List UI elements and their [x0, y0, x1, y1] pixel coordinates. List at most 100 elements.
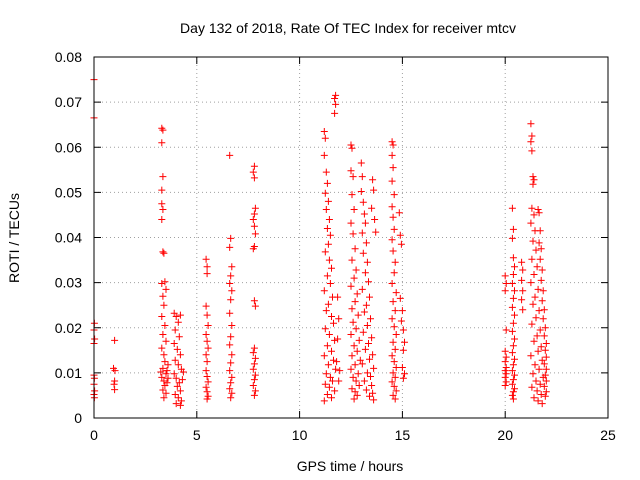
data-point	[163, 379, 171, 387]
data-point	[528, 132, 536, 140]
data-point	[532, 377, 540, 385]
data-point	[354, 311, 362, 319]
data-point	[534, 397, 542, 405]
data-point	[323, 179, 331, 187]
data-point	[250, 376, 258, 384]
data-point	[170, 370, 178, 378]
data-point	[350, 395, 358, 403]
data-point	[511, 263, 518, 271]
data-point	[227, 234, 235, 242]
data-point	[347, 141, 355, 149]
data-point	[161, 358, 169, 366]
data-point	[249, 216, 257, 223]
data-point	[501, 367, 509, 375]
data-point	[177, 397, 185, 405]
data-point	[323, 342, 331, 350]
data-point	[326, 280, 334, 287]
data-point	[501, 358, 509, 366]
data-point	[226, 151, 234, 159]
data-point	[202, 331, 210, 338]
data-point	[331, 95, 339, 102]
data-point	[111, 386, 119, 394]
data-point	[228, 322, 236, 329]
data-point	[320, 128, 328, 135]
data-point	[172, 400, 180, 408]
data-point	[157, 368, 165, 376]
data-point	[158, 139, 166, 147]
data-point	[511, 355, 518, 363]
data-point	[160, 249, 168, 257]
data-point	[369, 389, 377, 397]
data-point	[534, 285, 542, 293]
data-point	[511, 311, 518, 319]
data-point	[351, 245, 359, 253]
data-point	[532, 314, 540, 322]
data-point	[348, 352, 356, 360]
data-point	[250, 360, 258, 368]
data-point	[326, 231, 334, 239]
data-point	[527, 279, 535, 287]
data-point	[392, 331, 400, 338]
x-tick-label: 5	[193, 427, 201, 443]
data-point	[535, 239, 543, 247]
data-point	[390, 323, 398, 331]
data-point	[529, 370, 537, 378]
data-point	[158, 124, 166, 132]
data-point	[539, 315, 547, 323]
data-point	[347, 331, 355, 338]
data-point	[502, 378, 510, 386]
data-point	[532, 246, 540, 254]
data-point	[358, 229, 366, 237]
data-point	[360, 210, 368, 218]
data-point	[351, 361, 359, 369]
data-point	[321, 380, 329, 388]
data-point	[176, 351, 184, 359]
data-point	[203, 395, 211, 403]
data-point	[226, 280, 234, 287]
data-point	[347, 365, 355, 373]
data-point	[529, 237, 537, 245]
data-point	[249, 168, 257, 176]
data-point	[388, 138, 396, 146]
data-point	[354, 370, 362, 378]
data-point	[162, 337, 170, 345]
data-point	[399, 346, 407, 354]
data-point	[509, 225, 517, 233]
data-point	[227, 359, 235, 367]
data-point	[361, 345, 369, 353]
y-tick-label: 0.02	[55, 320, 82, 336]
data-point	[204, 322, 212, 329]
data-point	[172, 374, 180, 382]
data-point	[321, 325, 329, 333]
data-point	[335, 315, 343, 323]
data-point	[502, 280, 510, 287]
data-point	[203, 358, 211, 366]
data-point	[179, 368, 187, 376]
data-point	[331, 336, 339, 344]
data-point	[531, 293, 539, 301]
data-point	[348, 305, 356, 313]
x-tick-labels: 0 5 10 15 20 25	[90, 427, 616, 443]
data-point	[538, 356, 546, 364]
data-point	[158, 216, 166, 223]
data-point	[541, 324, 549, 332]
data-point	[361, 269, 369, 277]
data-point	[533, 263, 541, 271]
data-point	[509, 271, 517, 278]
data-point	[540, 382, 548, 390]
data-point	[227, 272, 235, 280]
data-point	[329, 377, 336, 385]
data-point	[501, 347, 509, 355]
data-point	[251, 387, 259, 395]
data-point	[159, 173, 167, 181]
data-point	[511, 371, 518, 379]
data-point	[160, 377, 168, 385]
y-axis-label: ROTI / TECUs	[6, 193, 22, 283]
data-point	[250, 297, 258, 305]
data-point	[91, 335, 99, 343]
data-point	[173, 345, 181, 353]
data-point	[161, 322, 169, 329]
data-point	[369, 176, 377, 184]
x-tick-label: 25	[600, 427, 616, 443]
